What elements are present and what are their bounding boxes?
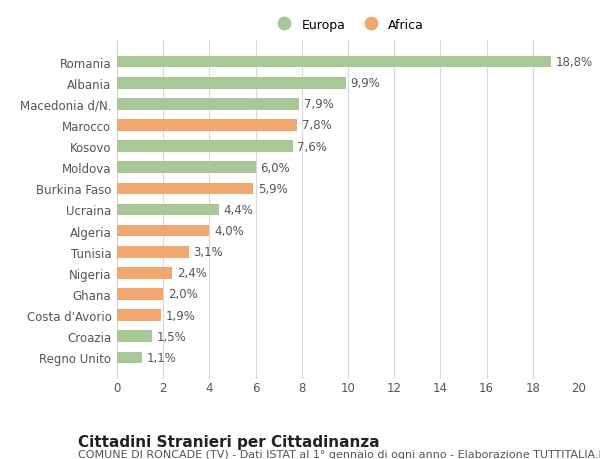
Bar xyxy=(117,56,551,68)
Bar xyxy=(117,162,256,174)
Text: COMUNE DI RONCADE (TV) - Dati ISTAT al 1° gennaio di ogni anno - Elaborazione TU: COMUNE DI RONCADE (TV) - Dati ISTAT al 1… xyxy=(78,449,600,459)
Text: 7,9%: 7,9% xyxy=(304,98,334,111)
Legend: Europa, Africa: Europa, Africa xyxy=(267,14,429,37)
Bar xyxy=(117,289,163,300)
Text: 1,5%: 1,5% xyxy=(156,330,186,343)
Bar xyxy=(117,183,253,195)
Text: 1,1%: 1,1% xyxy=(147,351,177,364)
Bar xyxy=(117,225,209,237)
Text: 6,0%: 6,0% xyxy=(260,162,290,174)
Bar xyxy=(117,204,218,216)
Bar xyxy=(117,141,293,152)
Text: 3,1%: 3,1% xyxy=(193,246,223,258)
Bar xyxy=(117,120,297,131)
Text: 4,4%: 4,4% xyxy=(223,203,253,217)
Text: 2,0%: 2,0% xyxy=(168,288,197,301)
Bar xyxy=(117,330,152,342)
Text: 9,9%: 9,9% xyxy=(350,77,380,90)
Text: 5,9%: 5,9% xyxy=(258,182,287,196)
Bar xyxy=(117,78,346,90)
Text: Cittadini Stranieri per Cittadinanza: Cittadini Stranieri per Cittadinanza xyxy=(78,434,380,449)
Bar xyxy=(117,268,172,279)
Text: 2,4%: 2,4% xyxy=(177,267,207,280)
Text: 7,8%: 7,8% xyxy=(302,119,332,132)
Text: 7,6%: 7,6% xyxy=(297,140,327,153)
Bar xyxy=(117,99,299,111)
Text: 18,8%: 18,8% xyxy=(556,56,593,69)
Bar xyxy=(117,352,142,364)
Text: 1,9%: 1,9% xyxy=(166,309,196,322)
Text: 4,0%: 4,0% xyxy=(214,224,244,238)
Bar xyxy=(117,246,188,258)
Bar xyxy=(117,309,161,321)
